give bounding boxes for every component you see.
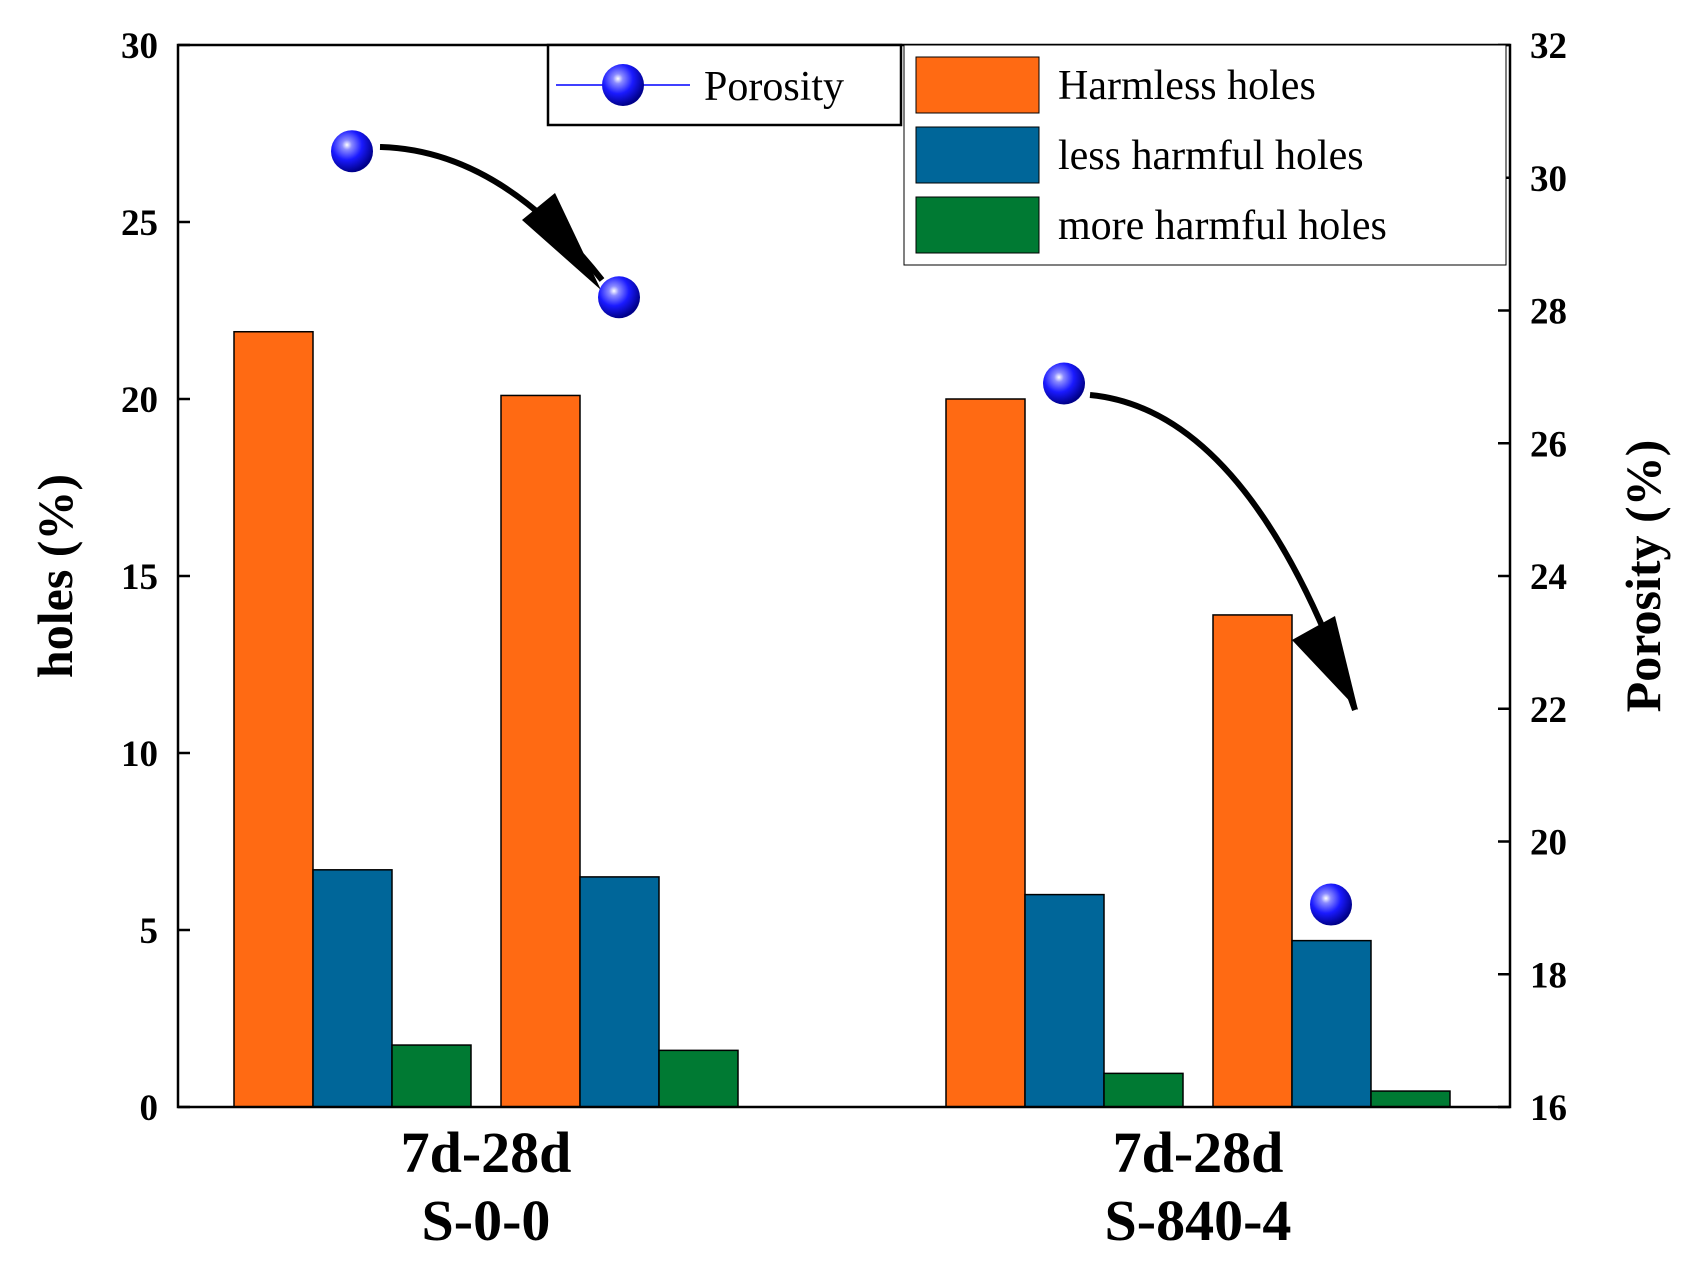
- legend: Porosity Harmless holes less harmful holes…: [546, 43, 1507, 266]
- bar-harmless-holes-1: [233, 330, 314, 1108]
- y-axis-left-title: holes (%): [27, 474, 83, 678]
- legend-swatch-3: [915, 196, 1040, 254]
- right-tick-label: 32: [1530, 26, 1567, 67]
- axes: 0 5 10 15 20 25 30 16 18 20 22 24 26 28 30 32 holes (%) P…: [27, 26, 1671, 1253]
- right-tick-label: 30: [1530, 159, 1567, 200]
- porosity-point-2: [598, 276, 640, 319]
- porosity-point-3: [1043, 362, 1085, 405]
- bar-harmless-holes-2: [500, 394, 581, 1108]
- group-label-line1: 7d-28d: [1113, 1120, 1284, 1185]
- y-axis-right-title: Porosity (%): [1615, 440, 1671, 713]
- bar-more-harmful-holes-1: [391, 1044, 472, 1108]
- right-tick-label: 22: [1530, 690, 1567, 731]
- left-tick-label: 25: [121, 203, 158, 244]
- bar-more-harmful-holes-3: [1103, 1072, 1184, 1108]
- bars-layer: [233, 330, 1451, 1108]
- bar-harmless-holes-3: [945, 398, 1026, 1108]
- bar-more-harmful-holes-2: [658, 1049, 739, 1108]
- porosity-point-1: [331, 130, 373, 173]
- legend-swatch-1: [915, 56, 1040, 114]
- left-tick-label: 10: [121, 734, 158, 775]
- left-tick-label: 20: [121, 380, 158, 421]
- right-tick-label: 26: [1530, 424, 1567, 465]
- bar-more-harmful-holes-4: [1370, 1090, 1451, 1108]
- right-tick-label: 28: [1530, 292, 1567, 333]
- bar-less-harmful-holes-2: [579, 876, 660, 1108]
- legend-porosity-marker: [602, 64, 644, 106]
- group-label-line2: S-0-0: [422, 1188, 551, 1253]
- legend-label-3: more harmful holes: [1058, 203, 1387, 249]
- group-label-line2: S-840-4: [1105, 1188, 1292, 1253]
- trend-arrowhead-1: [522, 193, 601, 290]
- legend-label-2: less harmful holes: [1058, 133, 1364, 179]
- bar-less-harmful-holes-3: [1024, 893, 1105, 1108]
- right-tick-label: 16: [1530, 1088, 1567, 1129]
- porosity-point-4: [1310, 883, 1352, 926]
- legend-porosity-label: Porosity: [704, 64, 844, 110]
- trend-arrowhead-2: [1292, 616, 1358, 710]
- bar-less-harmful-holes-4: [1291, 939, 1372, 1108]
- left-tick-label: 15: [121, 557, 158, 598]
- group-label-line1: 7d-28d: [401, 1120, 572, 1185]
- left-tick-label: 0: [140, 1088, 159, 1129]
- trend-arrows: [379, 144, 1358, 711]
- bar-harmless-holes-4: [1212, 614, 1293, 1108]
- legend-swatch-2: [915, 126, 1040, 184]
- left-tick-label: 30: [121, 26, 158, 67]
- legend-label-1: Harmless holes: [1058, 63, 1316, 109]
- porosity-points: [331, 130, 1352, 926]
- right-tick-label: 18: [1530, 955, 1567, 996]
- bar-less-harmful-holes-1: [312, 869, 393, 1108]
- right-tick-label: 20: [1530, 823, 1567, 864]
- left-tick-label: 5: [140, 911, 159, 952]
- right-tick-label: 24: [1530, 557, 1567, 598]
